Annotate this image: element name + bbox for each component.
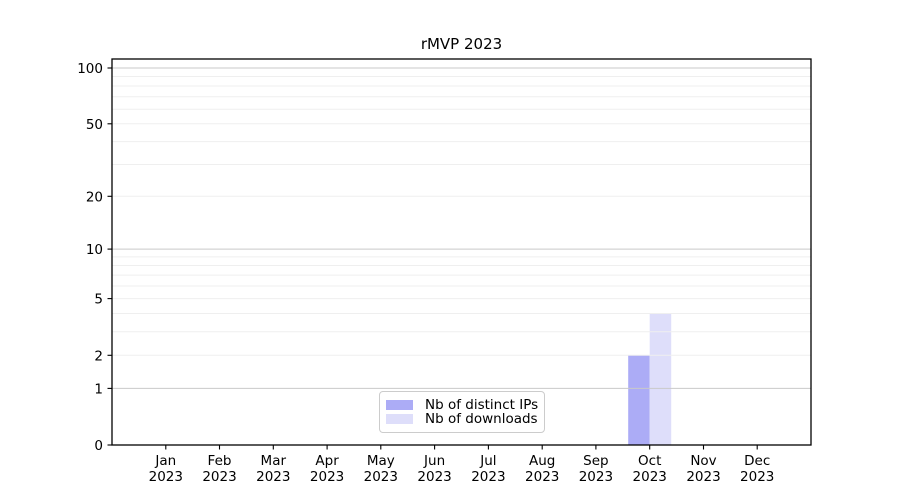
x-tick-label-jan-year: 2023 <box>149 469 183 485</box>
x-tick-label-nov: Nov <box>690 453 716 469</box>
x-tick-label-apr: Apr <box>315 453 339 469</box>
x-tick-label-mar: Mar <box>261 453 287 469</box>
y-tick-label-2: 2 <box>94 348 103 364</box>
legend-swatch-downloads <box>386 414 413 424</box>
x-tick-label-jul: Jul <box>479 453 496 469</box>
legend: Nb of distinct IPs Nb of downloads <box>379 391 545 433</box>
bar-nb-of-distinct-ips-oct <box>628 355 650 445</box>
x-tick-label-jun-year: 2023 <box>417 469 451 485</box>
x-tick-label-oct-year: 2023 <box>633 469 667 485</box>
x-tick-label-jul-year: 2023 <box>471 469 505 485</box>
plot-frame <box>111 58 812 446</box>
x-tick-label-aug: Aug <box>529 453 555 469</box>
x-tick-label-dec: Dec <box>744 453 770 469</box>
x-tick-label-aug-year: 2023 <box>525 469 559 485</box>
legend-swatch-distinct-ips <box>386 400 413 410</box>
x-tick-label-nov-year: 2023 <box>686 469 720 485</box>
legend-item-distinct-ips: Nb of distinct IPs <box>386 397 539 413</box>
x-tick-label-oct: Oct <box>638 453 661 469</box>
x-tick-label-feb-year: 2023 <box>202 469 236 485</box>
x-tick-label-apr-year: 2023 <box>310 469 344 485</box>
x-tick-label-mar-year: 2023 <box>256 469 290 485</box>
x-tick-label-may: May <box>367 453 395 469</box>
y-tick-label-0: 0 <box>94 438 103 454</box>
x-tick-label-jun: Jun <box>423 453 445 469</box>
y-tick-label-10: 10 <box>86 242 103 258</box>
y-tick-label-50: 50 <box>86 117 103 133</box>
y-tick-label-1: 1 <box>94 381 103 397</box>
x-tick-label-jan: Jan <box>154 453 176 469</box>
y-tick-label-5: 5 <box>94 292 103 308</box>
x-tick-label-sep-year: 2023 <box>579 469 613 485</box>
y-tick-label-20: 20 <box>86 189 103 205</box>
x-tick-label-feb: Feb <box>208 453 232 469</box>
legend-label-downloads: Nb of downloads <box>425 411 538 427</box>
y-tick-label-100: 100 <box>77 61 103 77</box>
bar-nb-of-downloads-oct <box>649 313 672 445</box>
chart-title: rMVP 2023 <box>420 35 503 53</box>
x-tick-label-dec-year: 2023 <box>740 469 774 485</box>
x-tick-label-sep: Sep <box>583 453 608 469</box>
x-tick-label-may-year: 2023 <box>364 469 398 485</box>
legend-label-distinct-ips: Nb of distinct IPs <box>425 397 539 413</box>
legend-item-downloads: Nb of downloads <box>386 411 538 427</box>
